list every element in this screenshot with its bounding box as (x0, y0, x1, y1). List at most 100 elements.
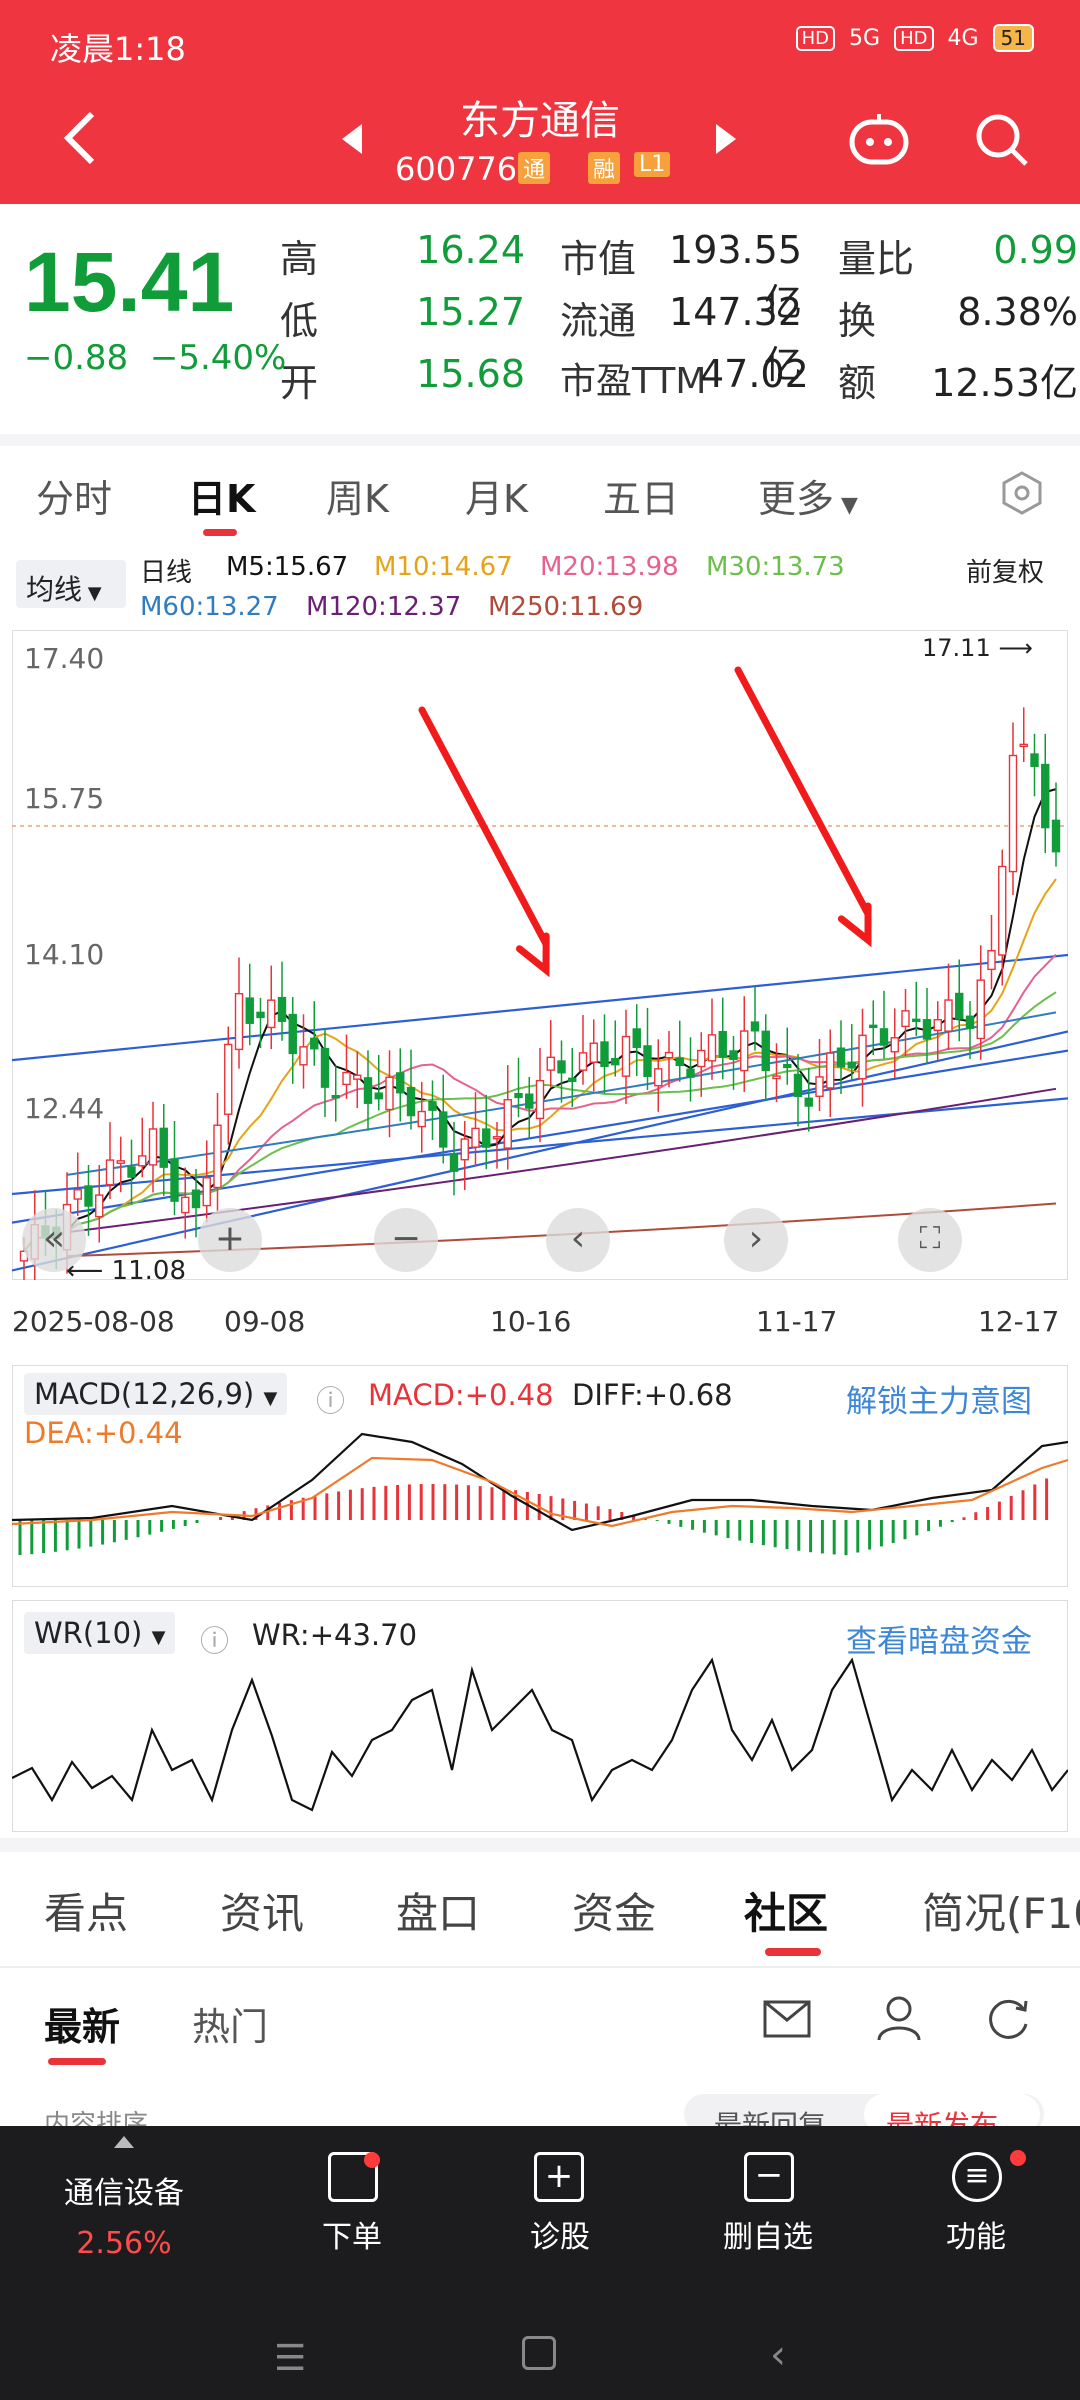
candle-body (740, 1030, 749, 1072)
adjust-mode[interactable]: 前复权 (966, 558, 1045, 588)
ma-selector[interactable]: 均线 ▼ (16, 560, 126, 608)
dark-pool-link[interactable]: 查看暗盘资金 (846, 1624, 1032, 1660)
scroll-right-button[interactable]: › (724, 1208, 788, 1272)
remove-label[interactable]: 删自选 (723, 2220, 813, 2255)
candle-body (385, 1076, 394, 1111)
zoom-in-button[interactable]: + (198, 1208, 262, 1272)
candle-body (439, 1111, 448, 1148)
wr-panel[interactable] (12, 1600, 1068, 1832)
tab-timeshare[interactable]: 分时 (36, 477, 113, 521)
candle-body (611, 1057, 620, 1066)
macd-selector[interactable]: MACD(12,26,9) ▼ (24, 1373, 288, 1415)
divider-2 (0, 1838, 1080, 1852)
tab-zixun[interactable]: 资讯 (220, 1889, 305, 1938)
user-icon[interactable] (876, 1994, 922, 2042)
candle-body (944, 999, 953, 1032)
low-value: 15.27 (416, 290, 525, 334)
tab-hot[interactable]: 热门 (192, 2005, 269, 2049)
robot-icon[interactable] (846, 112, 912, 168)
tab-shequ[interactable]: 社区 (744, 1889, 829, 1938)
y-tick-3: 12.44 (24, 1092, 105, 1125)
candle-body (138, 1155, 147, 1167)
candle-body (804, 1097, 813, 1107)
candle-body (793, 1073, 803, 1097)
tab-kandian[interactable]: 看点 (44, 1889, 129, 1938)
candle-body (234, 992, 244, 1051)
y-tick-0: 17.40 (24, 642, 105, 675)
max-value: 17.11 (922, 634, 991, 662)
macd-label: MACD(12,26,9) (34, 1377, 255, 1411)
dropdown-icon: ▼ (834, 493, 858, 518)
bottom-dock: 通信设备 2.56% 下单 + 诊股 − 删自选 ≡ 功能 ☰ ‹ (0, 2126, 1080, 2400)
diagnose-icon[interactable]: + (534, 2152, 584, 2202)
ma5-value: M5:15.67 (226, 552, 349, 582)
macd-value: MACD:+0.48 (368, 1378, 554, 1412)
wr-selector[interactable]: WR(10) ▼ (24, 1612, 176, 1654)
header-bar: 凌晨1:18 HD 5G HD 4G 51 东方通信 600776 通 融 L1 (0, 0, 1080, 204)
ma10-value: M10:14.67 (374, 552, 513, 582)
pe-label: 市盈TTM (560, 361, 707, 402)
remove-watch-icon[interactable]: − (744, 2152, 794, 2202)
order-label[interactable]: 下单 (322, 2220, 382, 2255)
sector-name[interactable]: 通信设备 (64, 2176, 184, 2211)
candle-body (869, 1024, 878, 1029)
macd-panel[interactable] (12, 1365, 1068, 1587)
status-icons: HD 5G HD 4G 51 (795, 24, 1034, 52)
menu-badge (1010, 2150, 1026, 2166)
nav-home-icon[interactable] (522, 2336, 556, 2370)
dropdown-icon: ▼ (151, 1627, 166, 1648)
candle-body (621, 1035, 631, 1077)
x-tick-0: 2025-08-08 (12, 1305, 175, 1338)
tab-five-day[interactable]: 五日 (603, 477, 680, 521)
macd-plot (12, 1432, 1068, 1556)
order-icon[interactable] (328, 2152, 378, 2202)
settings-icon[interactable] (1000, 470, 1044, 516)
candle-body (428, 1101, 437, 1111)
turnover-label: 换 (838, 299, 877, 343)
unlock-link[interactable]: 解锁主力意图 (846, 1384, 1032, 1420)
zoom-out-button[interactable]: − (374, 1208, 438, 1272)
refresh-icon[interactable] (984, 1996, 1032, 2042)
mail-icon[interactable] (762, 1998, 812, 2040)
sector-change: 2.56% (76, 2226, 172, 2261)
price-change: −0.88 −5.40% (24, 338, 286, 378)
divider-3 (0, 1966, 1080, 1968)
kline-plot[interactable] (12, 630, 1068, 1280)
tab-day-k[interactable]: 日K (188, 477, 256, 521)
float-value: 147.32亿 (669, 290, 802, 387)
max-annotation: 17.11 ⟶ (922, 634, 1033, 662)
help-icon-2[interactable]: ⓘ (200, 1624, 230, 1658)
prev-stock-icon[interactable] (342, 124, 362, 154)
fullscreen-icon[interactable]: ⛶ (898, 1208, 962, 1272)
search-icon[interactable] (974, 112, 1030, 168)
next-stock-icon[interactable] (716, 124, 736, 154)
rewind-button[interactable]: « (22, 1208, 86, 1272)
tab-zijin[interactable]: 资金 (572, 1889, 657, 1938)
ma20-value: M20:13.98 (540, 552, 679, 582)
help-icon[interactable]: ⓘ (316, 1384, 346, 1418)
nav-back-icon[interactable]: ‹ (770, 2332, 786, 2378)
candle-body (858, 1034, 867, 1080)
tab-pankou[interactable]: 盘口 (396, 1889, 481, 1938)
hd-icon-2: HD (894, 25, 934, 51)
tab-month-k[interactable]: 月K (465, 477, 528, 521)
candle-body (525, 1093, 534, 1109)
menu-icon[interactable]: ≡ (952, 2152, 1002, 2202)
wr-plot (12, 1657, 1068, 1812)
scroll-left-button[interactable]: ‹ (546, 1208, 610, 1272)
candle-body (482, 1128, 491, 1148)
tab-week-k[interactable]: 周K (326, 477, 389, 521)
functions-label[interactable]: 功能 (946, 2220, 1006, 2255)
net-4g: 4G (947, 25, 979, 51)
tab-jiankuang[interactable]: 简况(F10 (922, 1889, 1080, 1938)
back-icon[interactable] (60, 108, 100, 168)
candle-body (374, 1092, 383, 1100)
candle-body (202, 1177, 211, 1207)
candle-body (826, 1052, 835, 1089)
tab-latest[interactable]: 最新 (44, 2005, 121, 2049)
tab-more[interactable]: 更多 ▼ (758, 468, 858, 523)
candle-body (449, 1153, 459, 1172)
current-price: 15.41 (24, 235, 235, 329)
nav-menu-icon[interactable]: ☰ (274, 2338, 307, 2379)
diagnose-label[interactable]: 诊股 (530, 2220, 590, 2255)
